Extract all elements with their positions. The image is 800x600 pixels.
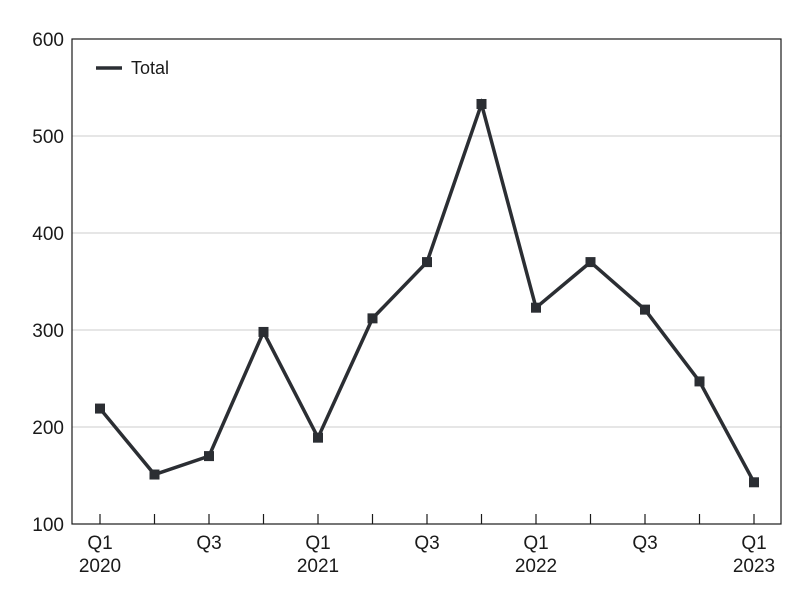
data-point (531, 302, 541, 313)
x-tick-label: Q3 (632, 533, 657, 554)
plot-frame (71, 38, 782, 525)
data-point (149, 469, 160, 480)
data-point (422, 257, 432, 268)
x-tick-label: Q3 (196, 533, 221, 554)
x-tick-label: Q1 (305, 533, 330, 554)
data-point (258, 326, 269, 337)
x-tick-label: Q1 (87, 533, 112, 554)
data-point (367, 313, 378, 324)
grid-lines (72, 135, 781, 428)
legend: Total (96, 58, 169, 78)
data-point (204, 451, 214, 462)
y-tick-label: 500 (32, 127, 64, 148)
data-point (476, 98, 487, 109)
x-tick-label: Q1 (523, 533, 548, 554)
data-point (95, 403, 105, 414)
data-point (585, 257, 596, 268)
y-tick-label: 600 (32, 30, 64, 51)
data-point (640, 304, 650, 315)
y-tick-label: 400 (32, 224, 64, 245)
data-point (694, 376, 705, 387)
series-line (98, 98, 756, 484)
x-tick-label-year: 2023 (733, 556, 775, 577)
legend-label: Total (131, 58, 169, 78)
y-tick-label: 300 (32, 321, 64, 342)
x-tick-label-year: 2022 (515, 556, 557, 577)
x-tick-label: Q3 (414, 533, 439, 554)
data-point (313, 432, 323, 443)
x-tick-label: Q1 (741, 533, 766, 554)
data-point (749, 477, 759, 488)
y-tick-label: 200 (32, 418, 64, 439)
y-axis: 100 200 300 400 500 600 (32, 30, 64, 536)
x-tick-label-year: 2021 (297, 556, 339, 577)
x-tick-label-year: 2020 (79, 556, 121, 577)
series-layer (95, 98, 759, 488)
y-tick-label: 100 (32, 515, 64, 536)
